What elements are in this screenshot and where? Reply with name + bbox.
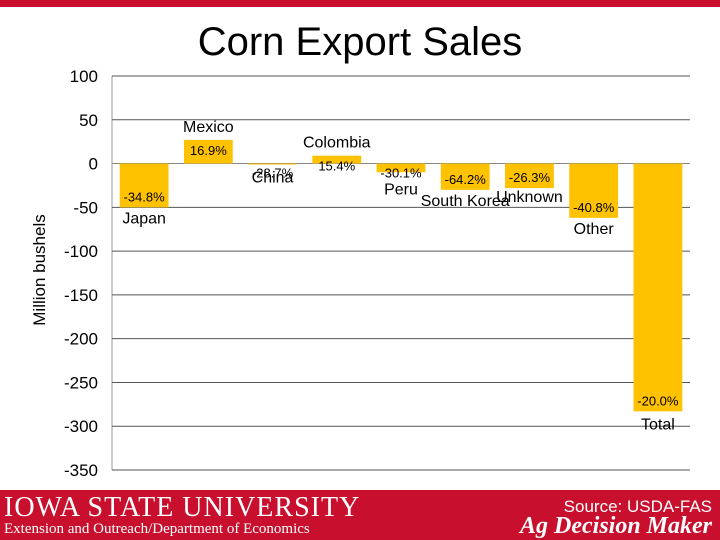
- bar-chart: 100 50 0 -50 -100 -150 -200 -250 -300 -350 -34.8% J…: [64, 67, 690, 480]
- data-label: 15.4%: [318, 159, 355, 174]
- y-tick-label: -50: [73, 198, 98, 217]
- footer-bar: [0, 490, 720, 540]
- brand-logo: Ag Decision Maker: [520, 513, 712, 539]
- category-label: Peru: [384, 181, 418, 198]
- university-logo: IOWA STATE UNIVERSITY: [4, 492, 361, 523]
- data-label: -34.8%: [124, 189, 166, 204]
- data-label: -20.0%: [637, 393, 679, 408]
- data-label: -26.3%: [509, 170, 551, 185]
- y-tick-label: 0: [89, 155, 98, 174]
- category-label: Other: [574, 221, 615, 238]
- category-label: Total: [641, 416, 675, 433]
- source-note: Source: USDA-FAS: [563, 497, 712, 516]
- y-tick-label: -300: [64, 417, 98, 436]
- y-tick-label: 100: [70, 67, 98, 86]
- category-label: Japan: [122, 210, 166, 227]
- bar: [376, 163, 426, 173]
- category-label: South Korea: [421, 193, 510, 210]
- category-label: Unknown: [496, 189, 563, 206]
- y-tick-label: -100: [64, 242, 98, 261]
- category-label: China: [252, 169, 294, 186]
- bar: [119, 163, 169, 208]
- y-tick-label: -150: [64, 286, 98, 305]
- bar: [248, 163, 297, 165]
- department-name: Extension and Outreach/Department of Eco…: [4, 521, 310, 537]
- bar: [312, 155, 362, 164]
- y-tick-label: -200: [64, 330, 98, 349]
- chart-title: Corn Export Sales: [197, 20, 523, 64]
- data-label: -64.2%: [445, 172, 487, 187]
- y-tick-label: 50: [79, 111, 98, 130]
- data-label: -30.1%: [380, 166, 422, 181]
- data-label: 16.9%: [190, 143, 227, 158]
- bar: [569, 163, 619, 218]
- bar: [183, 139, 233, 164]
- category-label: Mexico: [183, 119, 234, 136]
- y-tick-label: -250: [64, 373, 98, 392]
- bar: [440, 163, 490, 190]
- y-tick-label: -350: [64, 461, 98, 480]
- category-label: Colombia: [303, 135, 371, 152]
- top-accent-bar: [0, 0, 720, 7]
- data-label: -40.8%: [573, 200, 615, 215]
- data-label: -28.7%: [252, 166, 294, 181]
- bar: [633, 163, 683, 412]
- bar: [505, 163, 554, 189]
